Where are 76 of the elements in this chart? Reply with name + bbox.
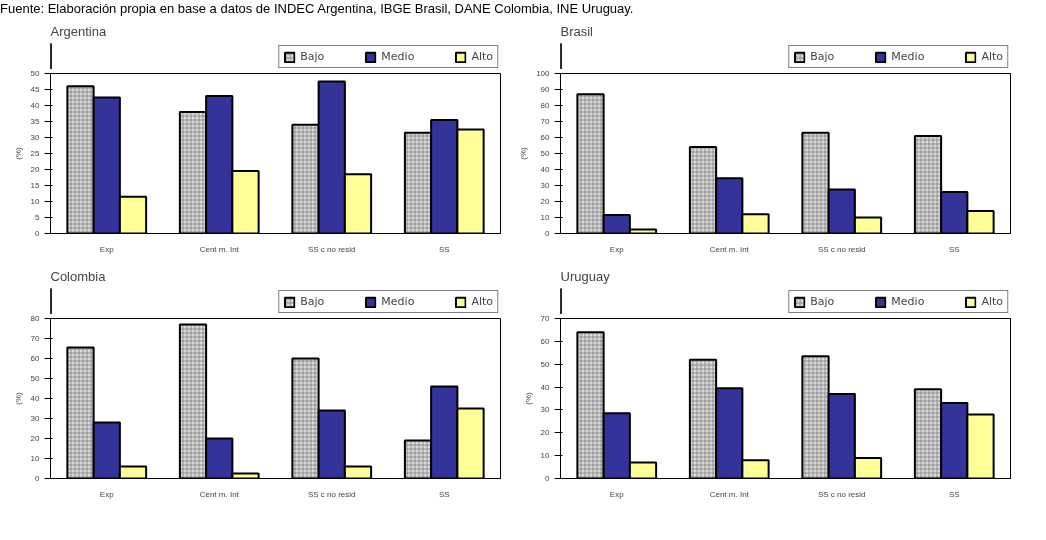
y-tick-label: 10	[540, 451, 551, 461]
x-tick-label: Cent m. Int	[199, 489, 240, 499]
y-tick-label: 40	[540, 382, 551, 392]
y-tick-label: 60	[30, 354, 41, 363]
y-tick-label: 10	[30, 454, 41, 463]
y-tick-label: 10	[30, 197, 41, 206]
x-tick-label: Exp	[99, 489, 115, 499]
legend-label: Alto	[471, 50, 493, 63]
y-tick-label: 80	[30, 314, 41, 323]
x-tick-label: SS	[948, 489, 960, 499]
y-tick-label: 60	[540, 336, 551, 346]
y-tick-label: 45	[30, 85, 41, 94]
y-tick-label: 0	[35, 474, 41, 483]
legend-label: Medio	[381, 295, 415, 308]
legend-label: Bajo	[810, 295, 835, 308]
x-tick-label: Cent m. Int	[709, 489, 750, 499]
chart-title: Uruguay	[560, 268, 611, 284]
x-tick-label: SS	[438, 244, 450, 254]
x-tick-label: SS c no resid	[307, 244, 356, 254]
x-tick-label: Exp	[99, 244, 115, 254]
y-tick-label: 50	[30, 69, 41, 78]
legend-label: Medio	[381, 50, 415, 63]
legend-label: Bajo	[810, 50, 835, 63]
y-tick-label: 35	[30, 117, 41, 126]
x-tick-label: SS	[438, 489, 450, 499]
y-tick-label: 30	[30, 414, 41, 423]
y-tick-label: 40	[30, 101, 41, 110]
x-tick-label: SS	[948, 244, 960, 254]
x-tick-label: SS c no resid	[307, 489, 356, 499]
y-tick-label: 50	[540, 359, 551, 369]
y-tick-label: 70	[540, 314, 551, 323]
y-tick-label: 20	[30, 434, 41, 443]
source-note: Fuente: Elaboración propia en base a datos de INDEC Argentina, IBGE Brasil, DANE Colombia, INE Uruguay.	[0, 0, 634, 18]
legend-label: Alto	[471, 295, 493, 308]
y-tick-label: 0	[545, 229, 551, 238]
y-tick-label: 30	[540, 181, 551, 190]
y-tick-label: 50	[30, 374, 41, 383]
legend-label: Medio	[891, 50, 925, 63]
y-tick-label: 10	[540, 213, 551, 222]
y-tick-label: 30	[540, 405, 551, 415]
y-axis-title: (%)	[13, 391, 23, 405]
y-tick-label: 70	[30, 334, 41, 343]
legend-label: Medio	[891, 295, 925, 308]
y-tick-label: 0	[35, 229, 41, 238]
y-tick-label: 25	[30, 149, 41, 158]
y-tick-label: 30	[30, 133, 41, 142]
legend-label: Bajo	[300, 50, 325, 63]
chart-title: Brasil	[560, 23, 594, 39]
y-tick-label: 20	[30, 165, 41, 174]
chart-title: Argentina	[50, 23, 107, 39]
x-tick-label: SS c no resid	[817, 244, 866, 254]
x-tick-label: Cent m. Int	[709, 244, 750, 254]
y-tick-label: 60	[540, 133, 551, 142]
y-axis-title: (%)	[523, 391, 533, 405]
legend-label: Alto	[981, 50, 1003, 63]
y-tick-label: 20	[540, 428, 551, 438]
x-tick-label: Cent m. Int	[199, 244, 240, 254]
y-tick-label: 0	[545, 474, 551, 483]
y-axis-title: (%)	[519, 146, 529, 160]
y-tick-label: 40	[540, 165, 551, 174]
y-tick-label: 40	[30, 394, 41, 403]
y-tick-label: 100	[536, 69, 551, 78]
y-axis-title: (%)	[13, 146, 23, 160]
y-tick-label: 20	[540, 197, 551, 206]
y-tick-label: 90	[540, 85, 551, 94]
y-tick-label: 5	[35, 213, 41, 222]
y-tick-label: 50	[540, 149, 551, 158]
legend-label: Alto	[981, 295, 1003, 308]
x-tick-label: SS c no resid	[817, 489, 866, 499]
legend-label: Bajo	[300, 295, 325, 308]
y-tick-label: 80	[540, 101, 551, 110]
chart-title: Colombia	[50, 268, 107, 284]
x-tick-label: Exp	[609, 244, 625, 254]
y-tick-label: 70	[540, 117, 551, 126]
x-tick-label: Exp	[609, 489, 625, 499]
y-tick-label: 15	[30, 181, 41, 190]
